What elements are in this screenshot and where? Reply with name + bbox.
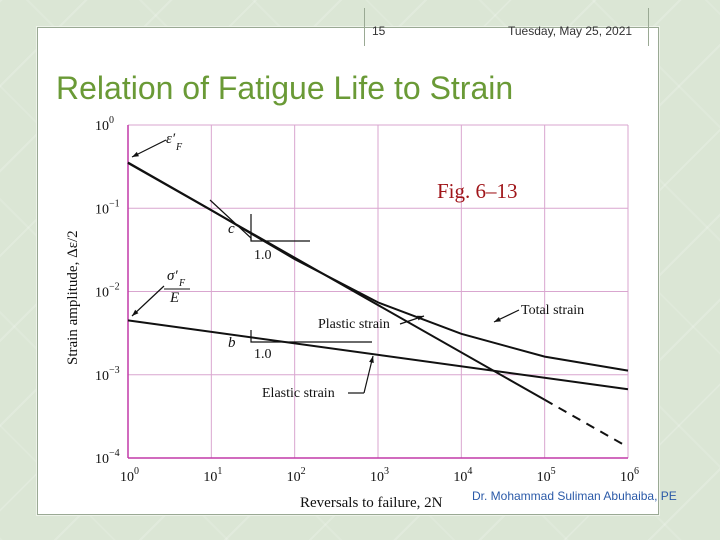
slide-date: Tuesday, May 25, 2021 xyxy=(508,24,633,38)
slide-title: Relation of Fatigue Life to Strain xyxy=(56,70,514,106)
epsilon-f-arrow xyxy=(131,139,167,158)
total-strain-arrow xyxy=(493,309,520,323)
slope-triangle-c xyxy=(209,199,310,242)
series-elastic-strain xyxy=(127,319,629,391)
elastic-strain-label: Elastic strain xyxy=(262,386,335,401)
epsilon-f-label: ε′ xyxy=(166,131,176,147)
slope-b-label: b xyxy=(228,335,236,351)
tick-exponent: 0 xyxy=(109,115,114,126)
tick-exponent: 6 xyxy=(634,466,639,477)
tick-exponent: 3 xyxy=(384,466,389,477)
tick-exponent: 5 xyxy=(551,466,556,477)
tick-base: 10 xyxy=(537,470,551,485)
sigma-f-subscript: F xyxy=(178,278,186,289)
x-tick-label: 10 5 xyxy=(537,466,556,485)
total-strain-label: Total strain xyxy=(521,303,584,318)
x-tick-label: 10 4 xyxy=(453,466,472,485)
chart-series xyxy=(127,161,629,449)
modulus-label: E xyxy=(169,290,179,306)
y-axis-label: Strain amplitude, Δε/2 xyxy=(65,230,81,365)
chart-annotations: Reversals to failure, 2N Strain amplitude… xyxy=(65,131,584,511)
tick-exponent: −3 xyxy=(109,365,120,376)
tick-exponent: 0 xyxy=(134,466,139,477)
x-tick-label: 10 1 xyxy=(203,466,222,485)
x-tick-label: 10 6 xyxy=(620,466,639,485)
slope-b-value: 1.0 xyxy=(254,347,272,362)
y-tick-label: 10 −1 xyxy=(95,198,120,217)
tick-base: 10 xyxy=(95,119,109,134)
tick-exponent: 1 xyxy=(217,466,222,477)
tick-base: 10 xyxy=(620,470,634,485)
plastic-strain-arrow xyxy=(399,315,425,325)
x-axis-label: Reversals to failure, 2N xyxy=(300,495,443,511)
y-tick-label: 10 0 xyxy=(95,115,114,134)
tick-base: 10 xyxy=(95,286,109,301)
tick-base: 10 xyxy=(95,202,109,217)
epsilon-f-subscript: F xyxy=(175,142,183,153)
header-divider-right xyxy=(648,8,649,46)
tick-base: 10 xyxy=(287,470,301,485)
x-tick-label: 10 2 xyxy=(287,466,306,485)
tick-exponent: −1 xyxy=(109,198,120,209)
tick-base: 10 xyxy=(453,470,467,485)
slide-footer: Dr. Mohammad Suliman Abuhaiba, PE xyxy=(472,489,677,503)
slope-triangle-b xyxy=(250,330,372,343)
tick-base: 10 xyxy=(120,470,134,485)
plastic-strain-label: Plastic strain xyxy=(318,317,390,332)
tick-base: 10 xyxy=(203,470,217,485)
sigma-f-arrow xyxy=(131,285,165,317)
slide-number: 15 xyxy=(372,24,386,38)
x-tick-label: 10 3 xyxy=(370,466,389,485)
figure-label: Fig. 6–13 xyxy=(437,179,518,203)
tick-base: 10 xyxy=(370,470,384,485)
header-divider xyxy=(364,8,365,46)
tick-exponent: 4 xyxy=(467,466,472,477)
chart-grid xyxy=(127,124,629,459)
slide-frame xyxy=(37,27,659,515)
tick-exponent: 2 xyxy=(301,466,306,477)
series-total-strain xyxy=(127,161,629,372)
slope-c-value: 1.0 xyxy=(254,248,272,263)
x-tick-label: 10 0 xyxy=(120,466,139,485)
y-tick-label: 10 −4 xyxy=(95,448,120,467)
y-tick-label: 10 −3 xyxy=(95,365,120,384)
sigma-f-label: σ′ xyxy=(167,268,178,284)
tick-exponent: −2 xyxy=(109,282,120,293)
y-tick-label: 10 −2 xyxy=(95,282,120,301)
chart-axes xyxy=(127,125,628,459)
series-plastic-strain-extension xyxy=(544,398,629,449)
elastic-strain-arrow-head xyxy=(363,355,374,394)
tick-exponent: −4 xyxy=(109,448,120,459)
tick-base: 10 xyxy=(95,452,109,467)
chart-tick-labels: 10 0 10 1 10 2 10 3 10 4 10 5 10 610 010 −110 −210 −310 −4 xyxy=(95,115,639,485)
slope-c-label: c xyxy=(228,221,235,237)
tick-base: 10 xyxy=(95,369,109,384)
